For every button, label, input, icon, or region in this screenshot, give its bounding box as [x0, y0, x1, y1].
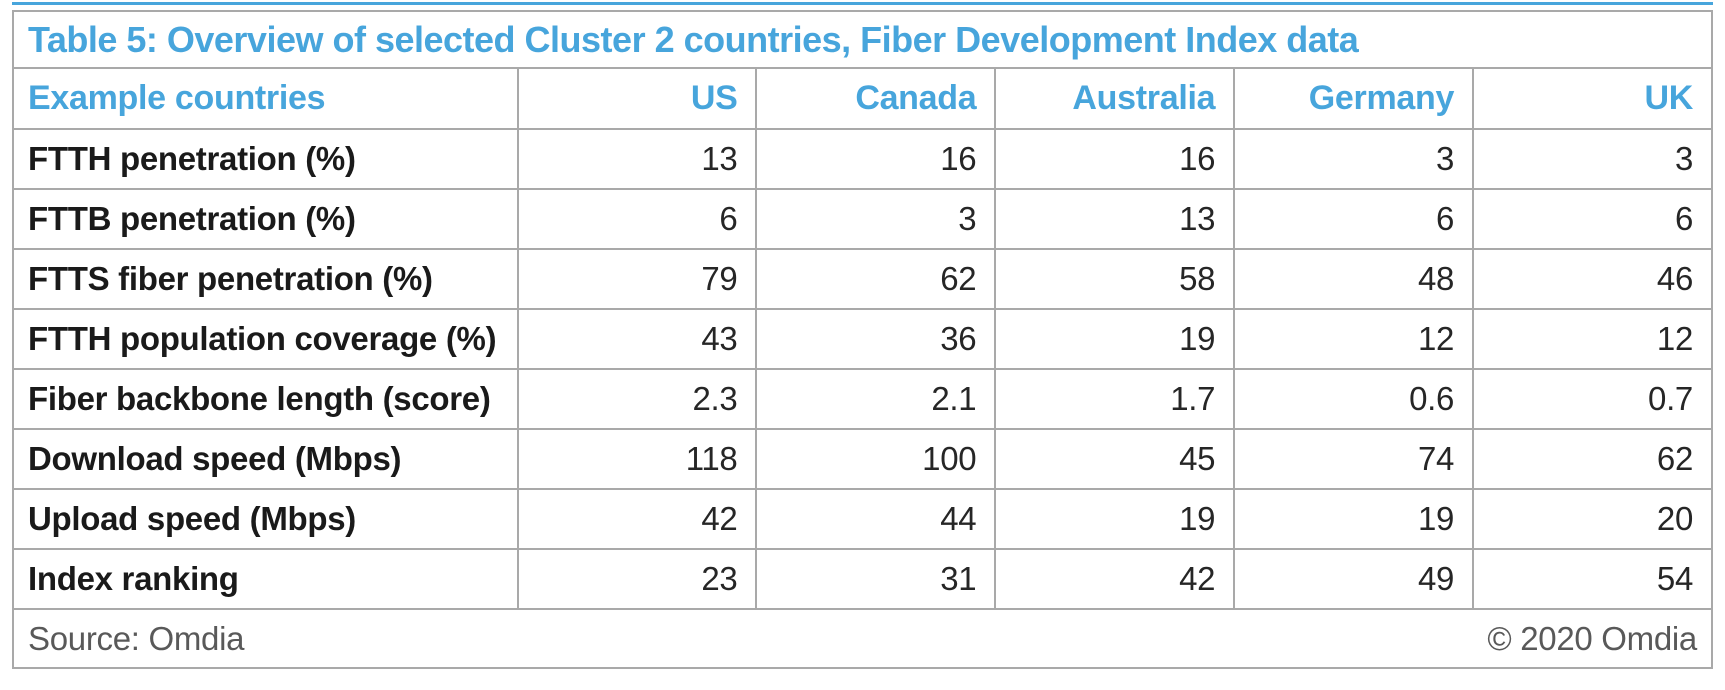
table-row-upload-speed: Upload speed (Mbps) 42 44 19 19 20 — [12, 488, 1713, 550]
value-cell: 54 — [1472, 548, 1713, 610]
value-cell: 16 — [994, 128, 1236, 190]
value-cell: 6 — [1472, 188, 1713, 250]
table-row-ftth-population-coverage: FTTH population coverage (%) 43 36 19 12… — [12, 308, 1713, 370]
value-cell: 42 — [516, 488, 758, 550]
value-cell: 13 — [516, 128, 758, 190]
value-cell: 79 — [516, 248, 758, 310]
value-cell: 58 — [994, 248, 1236, 310]
title-row: Table 5: Overview of selected Cluster 2 … — [12, 10, 1713, 69]
table-row-fiber-backbone-length: Fiber backbone length (score) 2.3 2.1 1.… — [12, 368, 1713, 430]
value-cell: 12 — [1233, 308, 1475, 370]
value-cell: 74 — [1233, 428, 1475, 490]
row-label: FTTB penetration (%) — [12, 188, 519, 250]
value-cell: 3 — [755, 188, 997, 250]
value-cell: 13 — [994, 188, 1236, 250]
corner-header-example-countries: Example countries — [12, 67, 519, 130]
table-row-index-ranking: Index ranking 23 31 42 49 54 — [12, 548, 1713, 610]
value-cell: 20 — [1472, 488, 1713, 550]
value-cell: 100 — [755, 428, 997, 490]
row-label: Upload speed (Mbps) — [12, 488, 519, 550]
table-row-fttb-penetration: FTTB penetration (%) 6 3 13 6 6 — [12, 188, 1713, 250]
value-cell: 118 — [516, 428, 758, 490]
footer-row: Source: Omdia © 2020 Omdia — [12, 608, 1713, 669]
row-label: FTTH population coverage (%) — [12, 308, 519, 370]
column-header-uk: UK — [1472, 67, 1713, 130]
value-cell: 19 — [994, 308, 1236, 370]
value-cell: 0.7 — [1472, 368, 1713, 430]
table-container: Table 5: Overview of selected Cluster 2 … — [12, 2, 1713, 669]
top-accent-rule — [12, 2, 1713, 5]
value-cell: 31 — [755, 548, 997, 610]
value-cell: 16 — [755, 128, 997, 190]
value-cell: 45 — [994, 428, 1236, 490]
value-cell: 6 — [1233, 188, 1475, 250]
value-cell: 48 — [1233, 248, 1475, 310]
value-cell: 1.7 — [994, 368, 1236, 430]
value-cell: 42 — [994, 548, 1236, 610]
value-cell: 2.3 — [516, 368, 758, 430]
source-note: Source: Omdia — [28, 619, 245, 657]
value-cell: 3 — [1233, 128, 1475, 190]
table-row-ftth-penetration: FTTH penetration (%) 13 16 16 3 3 — [12, 128, 1713, 190]
table-row-download-speed: Download speed (Mbps) 118 100 45 74 62 — [12, 428, 1713, 490]
copyright-note: © 2020 Omdia — [1487, 619, 1697, 657]
value-cell: 62 — [755, 248, 997, 310]
row-label: Index ranking — [12, 548, 519, 610]
value-cell: 0.6 — [1233, 368, 1475, 430]
value-cell: 43 — [516, 308, 758, 370]
value-cell: 36 — [755, 308, 997, 370]
column-header-germany: Germany — [1233, 67, 1475, 130]
table-title: Table 5: Overview of selected Cluster 2 … — [12, 10, 1713, 69]
value-cell: 12 — [1472, 308, 1713, 370]
value-cell: 3 — [1472, 128, 1713, 190]
row-label: Download speed (Mbps) — [12, 428, 519, 490]
row-label: Fiber backbone length (score) — [12, 368, 519, 430]
value-cell: 62 — [1472, 428, 1713, 490]
value-cell: 19 — [994, 488, 1236, 550]
value-cell: 6 — [516, 188, 758, 250]
column-header-us: US — [516, 67, 758, 130]
data-table: Table 5: Overview of selected Cluster 2 … — [12, 10, 1713, 669]
footer-cell: Source: Omdia © 2020 Omdia — [12, 608, 1713, 669]
header-row: Example countries US Canada Australia Ge… — [12, 67, 1713, 130]
value-cell: 2.1 — [755, 368, 997, 430]
value-cell: 44 — [755, 488, 997, 550]
row-label: FTTS fiber penetration (%) — [12, 248, 519, 310]
value-cell: 23 — [516, 548, 758, 610]
row-label: FTTH penetration (%) — [12, 128, 519, 190]
column-header-australia: Australia — [994, 67, 1236, 130]
table-row-ftts-fiber-penetration: FTTS fiber penetration (%) 79 62 58 48 4… — [12, 248, 1713, 310]
value-cell: 46 — [1472, 248, 1713, 310]
value-cell: 49 — [1233, 548, 1475, 610]
column-header-canada: Canada — [755, 67, 997, 130]
value-cell: 19 — [1233, 488, 1475, 550]
